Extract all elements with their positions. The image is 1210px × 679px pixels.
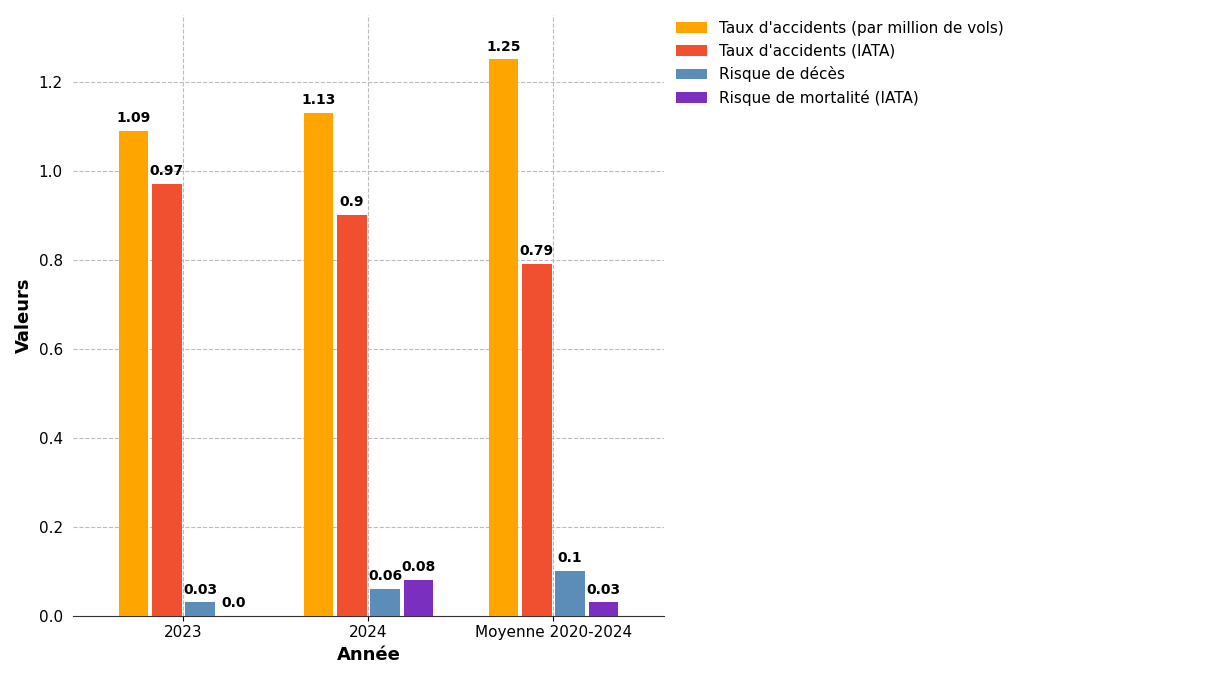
Bar [185,602,215,616]
Text: 0.06: 0.06 [368,569,402,583]
Bar [588,602,618,616]
Y-axis label: Valeurs: Valeurs [15,278,33,353]
Bar [489,60,518,616]
Bar [304,113,333,616]
Text: 1.09: 1.09 [116,111,151,125]
Bar [119,130,149,616]
Bar [555,571,584,616]
Text: 0.97: 0.97 [150,164,184,179]
Text: 0.9: 0.9 [340,196,364,209]
Text: 0.0: 0.0 [221,596,246,610]
Text: 0.1: 0.1 [558,551,582,566]
X-axis label: Année: Année [336,646,401,664]
Text: 1.25: 1.25 [486,39,520,54]
Text: 0.08: 0.08 [402,560,436,574]
Bar [522,264,552,616]
Text: 1.13: 1.13 [301,93,335,107]
Bar [404,580,433,616]
Text: 0.03: 0.03 [587,583,621,597]
Text: 0.03: 0.03 [183,583,218,597]
Bar [370,589,399,616]
Bar [338,215,367,616]
Legend: Taux d'accidents (par million de vols), Taux d'accidents (IATA), Risque de décès: Taux d'accidents (par million de vols), … [670,15,1010,112]
Text: 0.79: 0.79 [519,244,554,259]
Bar [152,184,182,616]
